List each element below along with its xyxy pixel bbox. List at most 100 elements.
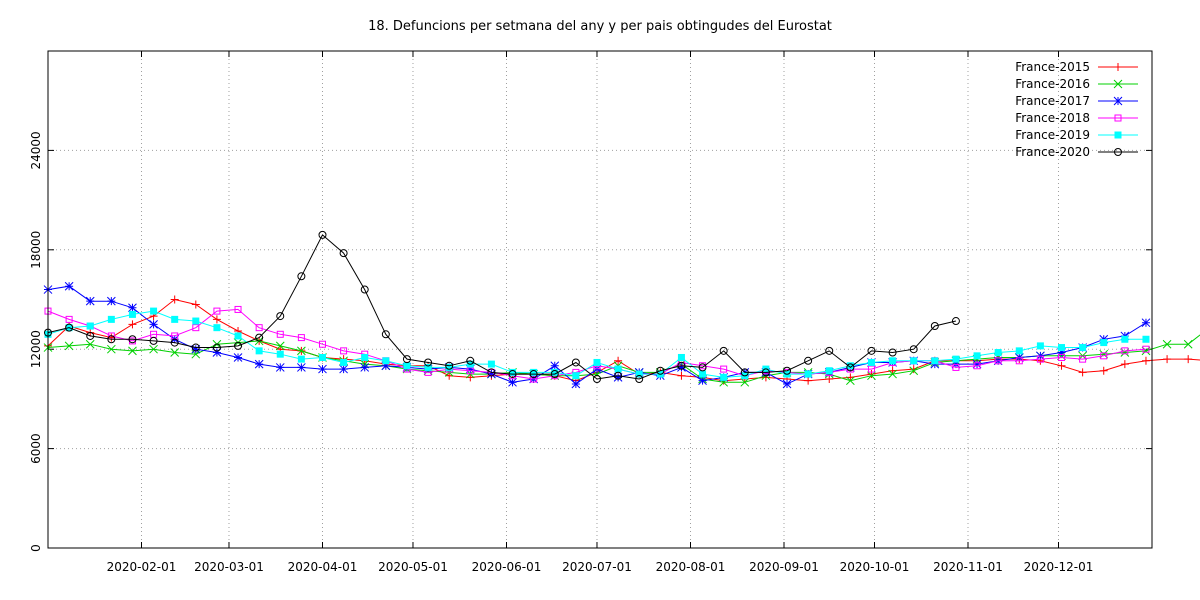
data-point xyxy=(318,353,326,361)
data-point xyxy=(699,370,707,378)
data-point xyxy=(719,346,728,355)
data-point xyxy=(909,366,919,376)
data-point xyxy=(466,367,474,375)
data-point xyxy=(846,362,854,370)
data-point xyxy=(930,322,939,331)
data-point xyxy=(1057,348,1066,357)
data-point xyxy=(487,360,495,368)
data-point xyxy=(212,343,221,352)
data-point xyxy=(1113,79,1123,89)
data-point xyxy=(276,350,284,358)
x-tick-label: 2020-07-01 xyxy=(562,560,632,574)
data-point xyxy=(1162,339,1172,349)
data-point xyxy=(1114,131,1122,139)
data-point xyxy=(487,368,496,377)
series-line xyxy=(47,234,957,380)
data-point xyxy=(1121,335,1129,343)
data-point xyxy=(1078,368,1087,377)
y-tick-label: 12000 xyxy=(29,330,43,368)
data-point xyxy=(952,363,960,371)
series-france-2020 xyxy=(44,230,960,384)
data-point xyxy=(255,324,263,332)
data-point xyxy=(360,285,369,294)
x-tick-label: 2020-09-01 xyxy=(749,560,819,574)
data-point xyxy=(297,272,306,281)
x-tick-label: 2020-05-01 xyxy=(378,560,448,574)
data-point xyxy=(150,307,158,315)
data-point xyxy=(234,332,242,340)
legend-item: France-2015 xyxy=(1015,60,1138,74)
data-point xyxy=(846,376,855,386)
data-point xyxy=(1141,356,1150,365)
data-point xyxy=(254,359,264,369)
data-point xyxy=(846,363,855,372)
data-point xyxy=(530,375,538,383)
data-point xyxy=(191,344,201,354)
data-point xyxy=(1114,63,1122,71)
data-point xyxy=(191,300,200,309)
x-tick-label: 2020-11-01 xyxy=(933,560,1003,574)
legend-label: France-2018 xyxy=(1015,111,1090,125)
data-point xyxy=(720,365,728,373)
data-point xyxy=(994,357,1002,365)
data-point xyxy=(972,359,982,369)
data-point xyxy=(170,338,179,347)
data-point xyxy=(889,357,897,365)
data-point xyxy=(804,370,812,378)
data-point xyxy=(1183,339,1193,349)
data-point xyxy=(656,366,665,375)
data-point xyxy=(65,323,74,332)
data-point xyxy=(213,324,221,332)
data-point xyxy=(909,365,918,374)
data-point xyxy=(445,363,453,371)
grid xyxy=(48,51,1152,548)
data-point xyxy=(424,358,433,367)
data-point xyxy=(888,369,897,379)
data-point xyxy=(297,355,305,363)
data-point xyxy=(318,340,326,348)
data-point xyxy=(804,356,813,365)
data-point xyxy=(1142,345,1150,353)
data-point xyxy=(360,363,370,372)
legend-label: France-2017 xyxy=(1015,94,1090,108)
data-point xyxy=(212,315,221,324)
data-point xyxy=(128,335,137,344)
y-axis: 0 6000 12000 18000 24000 xyxy=(29,131,1152,552)
data-point xyxy=(994,349,1002,357)
data-point xyxy=(192,324,200,332)
data-point xyxy=(233,353,243,362)
data-point xyxy=(255,347,263,355)
data-point xyxy=(403,362,411,370)
data-point xyxy=(783,366,792,375)
data-point xyxy=(340,347,348,355)
data-point xyxy=(1142,335,1150,343)
data-point xyxy=(297,363,306,372)
data-point xyxy=(867,365,875,373)
data-point xyxy=(635,370,643,378)
data-point xyxy=(318,230,327,239)
data-point xyxy=(910,357,918,365)
data-point xyxy=(445,361,454,370)
data-point xyxy=(85,296,95,306)
data-point xyxy=(255,333,264,342)
data-point xyxy=(170,348,180,357)
data-point xyxy=(1079,355,1087,363)
data-point xyxy=(951,317,960,326)
y-tick-label: 24000 xyxy=(29,131,43,169)
data-point xyxy=(698,376,707,386)
data-point xyxy=(529,370,538,379)
data-point xyxy=(275,341,285,351)
plot-frame xyxy=(47,50,1153,549)
data-point xyxy=(382,357,390,365)
data-point xyxy=(381,361,391,371)
data-point xyxy=(782,379,792,389)
data-point xyxy=(867,358,875,366)
data-point xyxy=(1036,342,1044,350)
data-point xyxy=(149,336,158,345)
data-point xyxy=(1079,344,1087,352)
data-point xyxy=(867,371,876,381)
data-point xyxy=(931,357,939,365)
data-point xyxy=(149,319,158,329)
data-point xyxy=(128,310,136,318)
data-point xyxy=(276,312,285,321)
